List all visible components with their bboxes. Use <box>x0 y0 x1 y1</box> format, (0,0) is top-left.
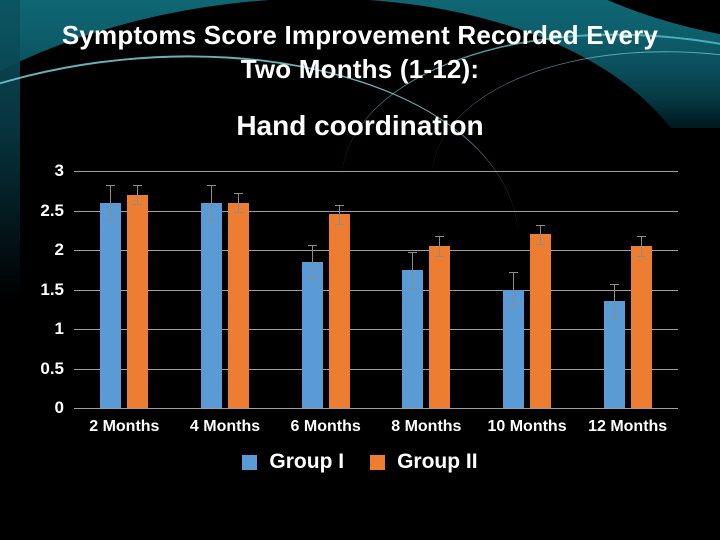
error-bar-cap <box>106 220 116 221</box>
y-axis-label: 3 <box>54 161 64 180</box>
error-bar-cap <box>207 185 216 187</box>
error-bar-cap <box>408 287 418 289</box>
chart-title: Hand coordination <box>236 110 484 141</box>
error-bar <box>640 235 642 257</box>
error-bar-cap <box>334 223 344 225</box>
error-bar <box>412 251 414 288</box>
error-bar-cap <box>536 224 545 226</box>
error-bar-cap <box>234 193 243 195</box>
error-bar <box>613 284 615 319</box>
y-axis-label: 1.5 <box>40 279 64 299</box>
gridline <box>74 171 678 172</box>
x-axis-label: 6 Months <box>290 418 361 435</box>
gridline <box>74 329 678 330</box>
background-left-strip <box>0 0 20 300</box>
error-bar-cap <box>435 256 445 258</box>
legend-label-group-ii: Group II <box>397 450 478 473</box>
y-axis-label: 0 <box>54 398 64 417</box>
error-bar <box>540 224 541 244</box>
slide-title-line-2: Two Months (1-12): <box>240 54 480 84</box>
x-axis-label: 12 Months <box>588 418 668 435</box>
error-bar-cap <box>509 272 518 274</box>
bar-group-i <box>603 301 625 408</box>
legend-item-group-ii: Group II <box>370 450 478 474</box>
error-bar-cap <box>106 185 116 187</box>
slide-title-line-1: Symptoms Score Improvement Recorded Ever… <box>61 20 659 50</box>
bar-chart: Hand coordination 0 0.5 1 1.5 2 2.5 3 2 Months 4… <box>18 106 702 506</box>
error-bar <box>338 205 340 224</box>
bar-group-ii <box>127 194 149 408</box>
error-bar <box>110 185 112 220</box>
bar-group-ii <box>530 234 551 408</box>
error-bar-cap <box>133 185 143 187</box>
x-axis-label: 2 Months <box>89 418 160 435</box>
plot-area: 0 0.5 1 1.5 2 2.5 3 2 Months 4 Months 6 Months 8 M… <box>40 161 678 435</box>
bar-group-ii <box>228 202 249 408</box>
error-bar-cap <box>234 212 243 214</box>
gridline <box>74 250 678 251</box>
error-bar-cap <box>536 243 545 245</box>
legend-swatch-group-ii <box>370 454 386 470</box>
bar-group-i <box>201 202 222 408</box>
error-bar <box>311 244 313 280</box>
y-axis-label: 2.5 <box>40 200 64 220</box>
error-bar <box>513 272 514 307</box>
error-bar-cap <box>636 235 646 237</box>
error-bar-cap <box>408 251 418 253</box>
y-axis-label: 2 <box>54 240 64 259</box>
error-bar-cap <box>609 318 619 320</box>
error-bar <box>439 235 441 257</box>
bar-group-i <box>100 202 122 408</box>
error-bar-cap <box>509 306 518 308</box>
bar-group-i <box>402 269 424 409</box>
x-axis-label: 10 Months <box>487 418 567 435</box>
y-axis-label: 1 <box>54 319 64 338</box>
legend-label-group-i: Group I <box>269 450 345 473</box>
chart-legend: Group I Group II <box>18 450 702 474</box>
error-bar-cap <box>207 220 216 221</box>
error-bar <box>211 185 212 220</box>
error-bar-cap <box>636 256 646 258</box>
error-bar <box>137 185 139 205</box>
legend-item-group-i: Group I <box>242 450 344 474</box>
legend-swatch-group-i <box>242 454 258 470</box>
error-bar-cap <box>609 284 619 285</box>
gridline <box>74 210 678 212</box>
bar-group-ii <box>429 246 451 408</box>
bar-group-ii <box>630 246 652 408</box>
slide-title: Symptoms Score Improvement Recorded Ever… <box>0 18 720 86</box>
error-bar-cap <box>435 235 445 237</box>
error-bar-cap <box>307 279 317 281</box>
error-bar-cap <box>307 244 317 246</box>
x-axis-label: 4 Months <box>189 418 261 435</box>
bar-group-i <box>301 261 323 408</box>
gridline <box>74 368 678 370</box>
error-bar <box>238 193 239 213</box>
x-axis-label: 8 Months <box>391 418 462 435</box>
bar-group-ii <box>328 214 350 408</box>
gridline <box>74 289 678 291</box>
gridline <box>74 408 678 409</box>
error-bar-cap <box>133 204 143 206</box>
bar-group-i <box>503 289 524 408</box>
y-axis-label: 0.5 <box>40 358 64 378</box>
error-bar-cap <box>334 205 344 206</box>
